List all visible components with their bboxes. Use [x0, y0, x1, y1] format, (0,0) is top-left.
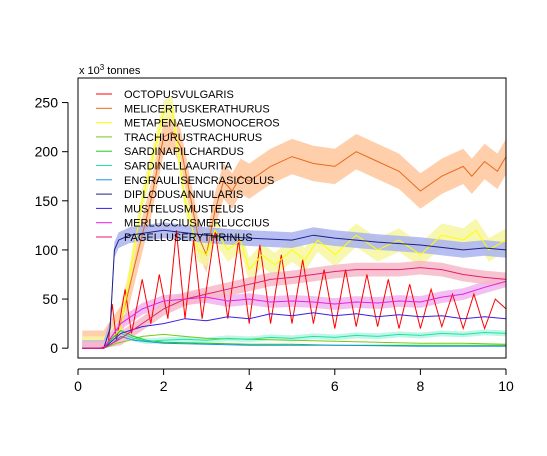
- legend-label-diplodusannularis: DIPLODUSANNULARIS: [124, 189, 243, 201]
- series-line-melicertuskerathurus: [82, 131, 507, 349]
- y-tick-label: 250: [35, 95, 59, 111]
- series-line-diplodusannularis: [82, 229, 507, 349]
- legend-label-merlucciusmerluccius: MERLUCCIUSMERLUCCIUS: [124, 218, 269, 230]
- x-tick-label: 2: [160, 378, 168, 394]
- x-tick-label: 4: [245, 378, 253, 394]
- series-line-merlucciusmerluccius: [82, 280, 507, 349]
- x-tick-label: 6: [331, 378, 339, 394]
- y-unit-exponent: 3: [100, 63, 105, 72]
- x-tick-label: 0: [74, 378, 82, 394]
- plot-frame: [77, 77, 507, 359]
- series-lines: [82, 106, 507, 349]
- series-line-sardinapilchardus: [82, 329, 506, 349]
- legend-label-trachurustrachurus: TRACHURUSTRACHURUS: [124, 132, 262, 144]
- x-axis: 0 2 4 6 8 10: [74, 368, 514, 394]
- legend-label-engraulisencrasicolus: ENGRAULISENCRASICOLUS: [124, 175, 274, 187]
- legend: OCTOPUSVULGARIS MELICERTUSKERATHURUS METAP…: [96, 89, 280, 244]
- band-pagelluserythrinus: [82, 260, 507, 349]
- legend-label-mustelusmustelus: MUSTELUSMUSTELUS: [124, 203, 244, 215]
- series-line-octopusvulgaris: [82, 230, 507, 349]
- y-axis: 0 50 100 150 200 250: [35, 95, 69, 356]
- legend-label-octopusvulgaris: OCTOPUSVULGARIS: [124, 89, 234, 101]
- y-tick-label: 150: [35, 193, 59, 209]
- series-line-sardinellaaurita: [82, 331, 507, 349]
- legend-label-metapenaeusmonoceros: METAPENAEUSMONOCEROS: [124, 118, 280, 130]
- y-tick-label: 0: [50, 340, 58, 356]
- y-tick-label: 50: [42, 291, 58, 307]
- x-tick-label: 10: [498, 378, 514, 394]
- band-diplodusannularis: [82, 222, 507, 349]
- y-tick-label: 100: [35, 242, 59, 258]
- series-line-pagelluserythrinus: [82, 267, 507, 349]
- y-unit-suffix: tonnes: [104, 65, 141, 77]
- legend-label-sardinapilchardus: SARDINAPILCHARDUS: [124, 146, 244, 158]
- legend-label-sardinellaaurita: SARDINELLAAURITA: [124, 161, 233, 173]
- series-line-trachurustrachurus: [82, 333, 507, 349]
- y-tick-label: 200: [35, 144, 59, 160]
- y-unit-label: x 103 tonnes: [79, 63, 141, 77]
- legend-label-pagelluserythrinus: PAGELLUSERYTHRINUS: [124, 232, 253, 244]
- legend-label-melicertuskerathurus: MELICERTUSKERATHURUS: [124, 103, 270, 115]
- x-tick-label: 8: [417, 378, 425, 394]
- y-unit-prefix: x 10: [79, 65, 100, 77]
- series-line-metapenaeusmonoceros: [82, 106, 507, 349]
- series-line-mustelusmustelus: [82, 312, 507, 349]
